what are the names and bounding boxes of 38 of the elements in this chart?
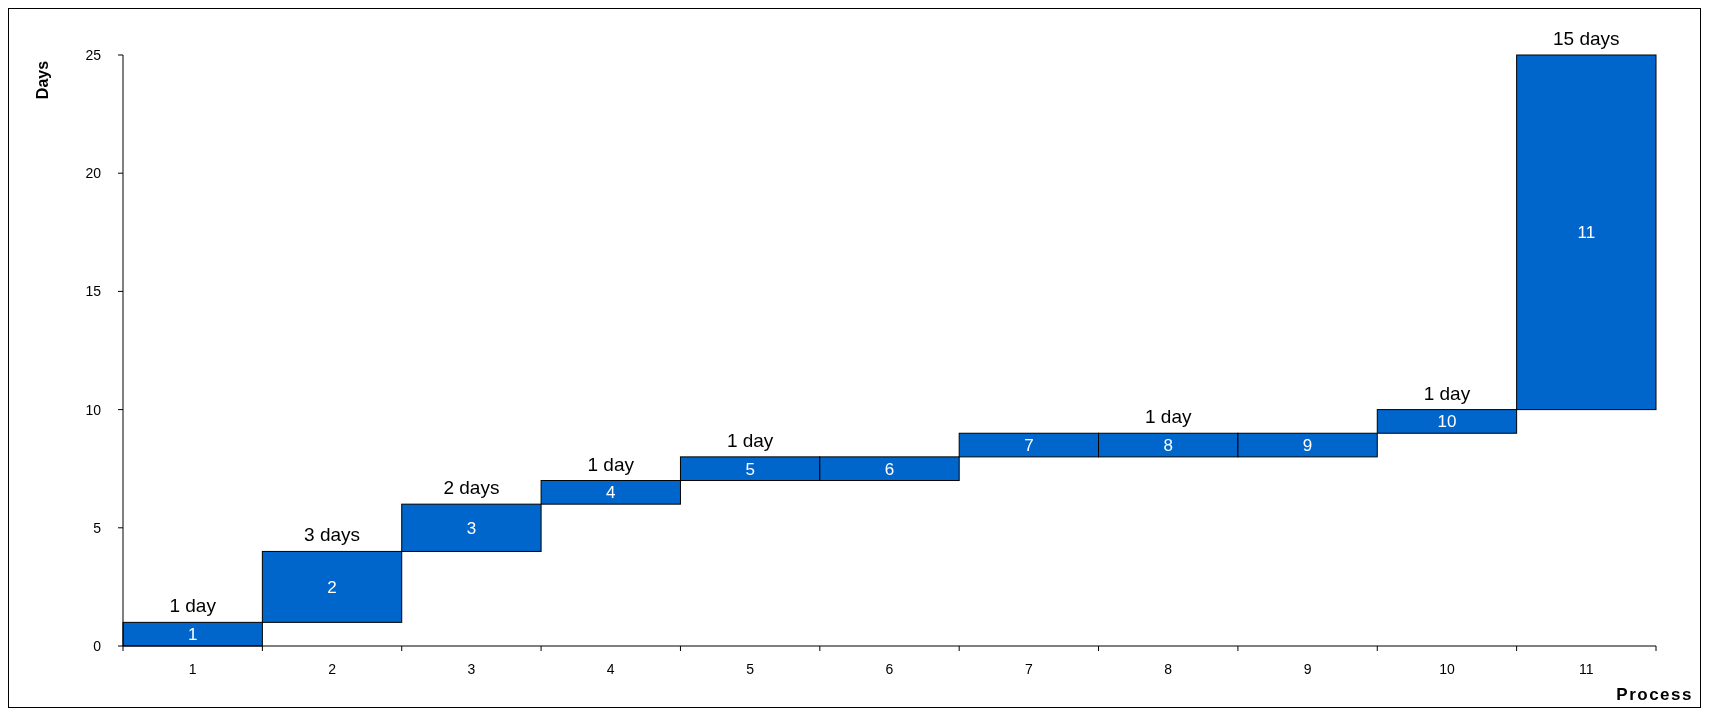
x-tick-label: 1 [188,661,197,677]
annotation: 3 [466,518,477,538]
annotation: 7 [1024,436,1034,456]
data-label: 1 day [726,429,774,451]
y-tick-label: 0 [93,637,102,654]
data-label: 2 days [443,477,500,499]
y-tick-label: 25 [85,46,102,63]
data-label: 3 days [304,524,361,546]
annotation: 10 [1437,412,1457,432]
annotation: 8 [1163,436,1173,456]
x-axis-title: Process [1616,685,1693,704]
x-tick-label: 6 [885,661,894,677]
x-tick-label: 4 [606,661,615,677]
data-label: 1 day [169,595,217,617]
y-tick-label: 5 [93,519,102,536]
data-label: 15 days [1553,28,1620,49]
data-label: 1 day [1144,406,1192,428]
annotation: 11 [1577,223,1596,243]
annotation: 1 [187,625,198,645]
x-tick-label: 8 [1164,661,1173,677]
data-label: 1 day [587,453,635,475]
y-axis-title: Days [34,60,51,100]
x-tick-label: 11 [1579,661,1594,677]
x-tick-label: 9 [1303,661,1312,677]
x-tick-label: 10 [1439,661,1455,677]
x-tick-label: 5 [746,661,755,677]
y-tick-label: 15 [85,283,102,300]
annotation: 2 [327,577,337,597]
annotation: 5 [745,459,755,479]
x-tick-label: 2 [328,661,337,677]
y-tick-label: 10 [85,401,102,418]
annotation: 6 [884,459,895,479]
data-label: 1 day [1423,382,1471,404]
x-tick-label: 3 [467,661,476,677]
x-tick-label: 7 [1024,661,1033,677]
annotation: 9 [1302,436,1313,456]
y-tick-label: 20 [85,165,102,182]
annotation: 4 [606,483,616,503]
